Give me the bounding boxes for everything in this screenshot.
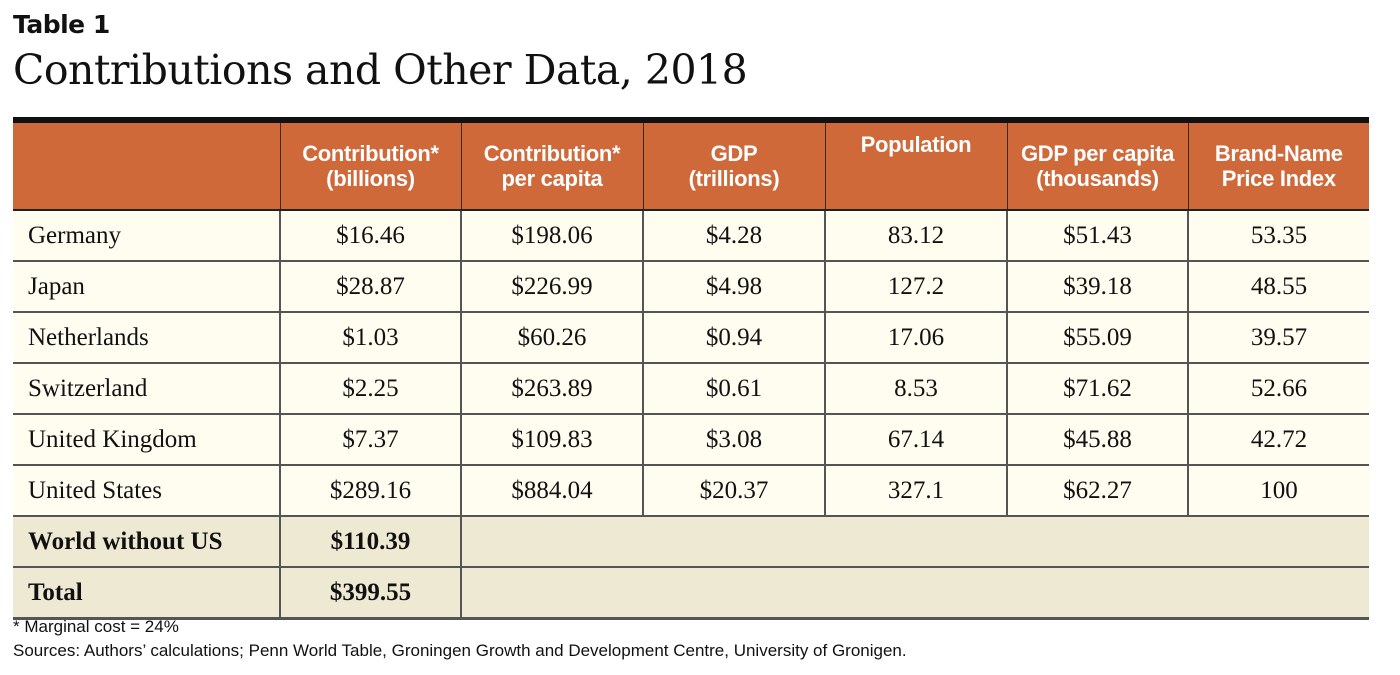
cell-gdp-per-capita: $55.09	[1006, 312, 1188, 364]
header-cell-gdp: GDP (trillions)	[642, 117, 825, 211]
cell-gdp-per-capita: $45.88	[1006, 414, 1188, 466]
cell-gdp-per-capita: $51.43	[1006, 210, 1188, 262]
cell-country: United Kingdom	[13, 414, 280, 466]
sources-note: Sources: Authors’ calculations; Penn Wor…	[13, 641, 907, 660]
cell-contribution-billions: $28.87	[279, 261, 461, 313]
cell-population: 17.06	[824, 312, 1007, 364]
table-label: Table 1	[13, 10, 110, 39]
data-table: Contribution* (billions) Contribution* per…	[13, 117, 1369, 620]
cell-country: Switzerland	[13, 363, 280, 415]
cell-contribution-billions: $2.25	[279, 363, 461, 415]
footnote: * Marginal cost = 24%	[13, 617, 179, 636]
cell-price-index: 52.66	[1187, 363, 1369, 415]
cell-contribution-per-capita: $109.83	[460, 414, 643, 466]
table-row: Netherlands $1.03 $60.26 $0.94 17.06 $55.09 39…	[13, 312, 1369, 364]
table-row: United States $289.16 $884.04 $20.37 327.1 $6…	[13, 465, 1369, 517]
cell-contribution-per-capita: $884.04	[460, 465, 643, 517]
cell-gdp: $0.61	[642, 363, 825, 415]
cell-summary-value: $399.55	[279, 567, 461, 620]
cell-price-index: 39.57	[1187, 312, 1369, 364]
header-row: Contribution* (billions) Contribution* per…	[13, 117, 1369, 211]
cell-contribution-billions: $1.03	[279, 312, 461, 364]
table-row: Japan $28.87 $226.99 $4.98 127.2 $39.18 48.55	[13, 261, 1369, 313]
cell-gdp-per-capita: $62.27	[1006, 465, 1188, 517]
cell-empty	[460, 567, 1369, 620]
cell-price-index: 42.72	[1187, 414, 1369, 466]
cell-empty	[460, 516, 1369, 568]
header-cell-contribution-per-capita: Contribution* per capita	[460, 117, 643, 211]
header-cell-gdp-per-capita: GDP per capita (thousands)	[1006, 117, 1188, 211]
cell-population: 327.1	[824, 465, 1007, 517]
cell-country: Netherlands	[13, 312, 280, 364]
cell-contribution-per-capita: $60.26	[460, 312, 643, 364]
cell-gdp: $3.08	[642, 414, 825, 466]
cell-gdp: $20.37	[642, 465, 825, 517]
table-row: Switzerland $2.25 $263.89 $0.61 8.53 $71.62 52…	[13, 363, 1369, 415]
cell-gdp-per-capita: $71.62	[1006, 363, 1188, 415]
cell-population: 83.12	[824, 210, 1007, 262]
cell-summary-label: Total	[13, 567, 280, 620]
summary-row: World without US $110.39	[13, 516, 1369, 568]
cell-contribution-billions: $16.46	[279, 210, 461, 262]
cell-gdp: $4.28	[642, 210, 825, 262]
header-cell-contribution-billions: Contribution* (billions)	[279, 117, 461, 211]
cell-gdp: $0.94	[642, 312, 825, 364]
header-cell-price-index: Brand-Name Price Index	[1187, 117, 1369, 211]
cell-price-index: 48.55	[1187, 261, 1369, 313]
table-row: Germany $16.46 $198.06 $4.28 83.12 $51.43 53.3…	[13, 210, 1369, 262]
table-title: Contributions and Other Data, 2018	[13, 46, 748, 94]
cell-contribution-billions: $7.37	[279, 414, 461, 466]
header-cell-population: Population	[824, 117, 1007, 211]
cell-contribution-billions: $289.16	[279, 465, 461, 517]
header-cell-country	[13, 117, 280, 211]
table-row: United Kingdom $7.37 $109.83 $3.08 67.14 $45.…	[13, 414, 1369, 466]
cell-price-index: 53.35	[1187, 210, 1369, 262]
cell-contribution-per-capita: $198.06	[460, 210, 643, 262]
cell-gdp: $4.98	[642, 261, 825, 313]
cell-gdp-per-capita: $39.18	[1006, 261, 1188, 313]
cell-population: 8.53	[824, 363, 1007, 415]
cell-country: United States	[13, 465, 280, 517]
cell-summary-value: $110.39	[279, 516, 461, 568]
cell-population: 67.14	[824, 414, 1007, 466]
cell-contribution-per-capita: $226.99	[460, 261, 643, 313]
cell-price-index: 100	[1187, 465, 1369, 517]
cell-country: Germany	[13, 210, 280, 262]
summary-row: Total $399.55	[13, 567, 1369, 620]
cell-summary-label: World without US	[13, 516, 280, 568]
cell-population: 127.2	[824, 261, 1007, 313]
cell-contribution-per-capita: $263.89	[460, 363, 643, 415]
cell-country: Japan	[13, 261, 280, 313]
